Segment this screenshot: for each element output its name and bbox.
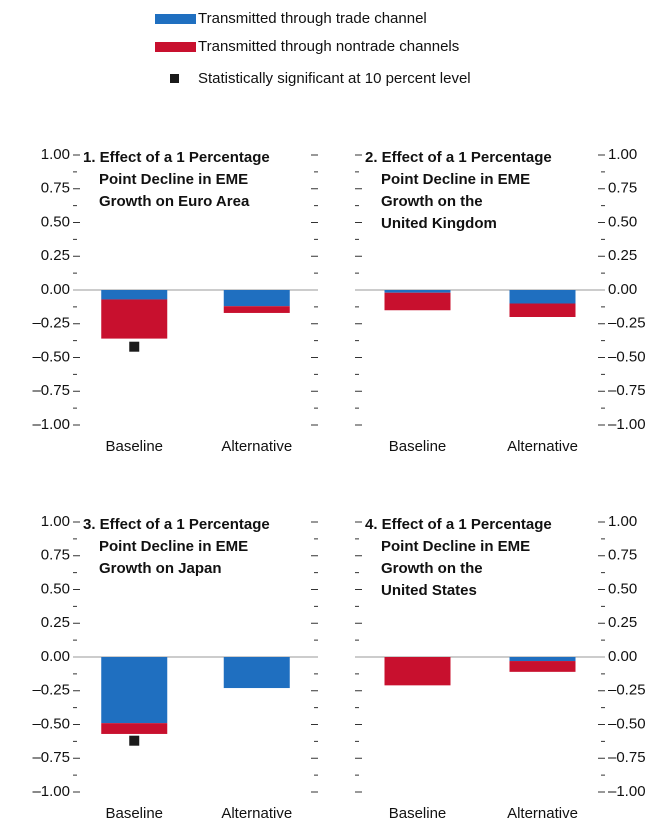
y-tick-label: 0.25 — [41, 247, 70, 264]
panel-title: Growth on Euro Area — [99, 193, 250, 210]
x-tick-label: Alternative — [507, 805, 578, 822]
y-tick-label: 0.00 — [608, 281, 637, 298]
panel-title: 2. Effect of a 1 Percentage — [365, 149, 552, 166]
y-tick-label: 0.75 — [41, 547, 70, 564]
y-tick-label: 1.00 — [608, 146, 637, 163]
panel-title: Growth on the — [381, 193, 483, 210]
panel-title: Growth on the — [381, 560, 483, 577]
y-tick-label: –0.75 — [32, 749, 70, 766]
bar — [384, 657, 451, 686]
bar — [223, 657, 290, 689]
bar — [509, 661, 576, 672]
bar — [384, 290, 451, 293]
y-tick-label: –0.75 — [608, 382, 646, 399]
y-tick-label: –0.75 — [608, 749, 646, 766]
bar — [509, 290, 576, 304]
panel-title: United States — [381, 582, 477, 599]
y-tick-label: –0.25 — [32, 315, 70, 332]
y-tick-label: –0.25 — [608, 315, 646, 332]
y-tick-label: –1.00 — [32, 416, 70, 433]
panel-title: United Kingdom — [381, 215, 497, 232]
y-tick-label: 0.00 — [608, 648, 637, 665]
bar — [384, 292, 451, 311]
y-tick-label: 0.50 — [608, 213, 637, 230]
x-tick-label: Baseline — [389, 805, 447, 822]
y-tick-label: 1.00 — [41, 146, 70, 163]
panel-title: Point Decline in EME — [381, 538, 530, 555]
panel-title: Point Decline in EME — [99, 538, 248, 555]
panel-title: 4. Effect of a 1 Percentage — [365, 516, 552, 533]
y-tick-label: 0.75 — [41, 180, 70, 197]
y-tick-label: –0.25 — [608, 682, 646, 699]
y-tick-label: –0.75 — [32, 382, 70, 399]
y-tick-label: 1.00 — [608, 513, 637, 530]
bar — [509, 657, 576, 662]
y-tick-label: 0.25 — [41, 614, 70, 631]
legend-swatch — [155, 42, 196, 52]
legend-label: Statistically significant at 10 percent … — [198, 70, 471, 87]
y-tick-label: 0.25 — [608, 614, 637, 631]
panel-title: Point Decline in EME — [99, 171, 248, 188]
bar — [223, 306, 290, 313]
legend-swatch — [170, 74, 179, 83]
y-tick-label: 0.75 — [608, 180, 637, 197]
y-tick-label: 0.75 — [608, 547, 637, 564]
x-tick-label: Alternative — [221, 805, 292, 822]
y-tick-label: –1.00 — [608, 416, 646, 433]
y-tick-label: 0.50 — [41, 213, 70, 230]
legend-label: Transmitted through nontrade channels — [198, 38, 459, 55]
y-tick-label: –0.50 — [608, 348, 646, 365]
y-tick-label: –1.00 — [608, 783, 646, 800]
y-tick-label: 0.00 — [41, 281, 70, 298]
y-tick-label: 0.00 — [41, 648, 70, 665]
bar — [101, 657, 168, 724]
bar — [101, 299, 168, 339]
y-tick-label: –1.00 — [32, 783, 70, 800]
bar — [101, 290, 168, 300]
panel-title: 3. Effect of a 1 Percentage — [83, 516, 270, 533]
panel-title: 1. Effect of a 1 Percentage — [83, 149, 270, 166]
x-tick-label: Baseline — [389, 438, 447, 455]
y-tick-label: –0.50 — [32, 715, 70, 732]
legend-label: Transmitted through trade channel — [198, 10, 427, 27]
y-tick-label: 0.50 — [41, 580, 70, 597]
y-tick-label: 1.00 — [41, 513, 70, 530]
panel-title: Point Decline in EME — [381, 171, 530, 188]
x-tick-label: Baseline — [105, 438, 163, 455]
panel-title: Growth on Japan — [99, 560, 222, 577]
bar — [101, 723, 168, 734]
y-tick-label: –0.50 — [32, 348, 70, 365]
y-tick-label: –0.50 — [608, 715, 646, 732]
bar — [223, 290, 290, 307]
legend-swatch — [155, 14, 196, 24]
significance-marker — [129, 341, 140, 352]
y-tick-label: 0.50 — [608, 580, 637, 597]
significance-marker — [129, 735, 140, 746]
y-tick-label: 0.25 — [608, 247, 637, 264]
x-tick-label: Alternative — [221, 438, 292, 455]
x-tick-label: Alternative — [507, 438, 578, 455]
bar — [509, 303, 576, 317]
y-tick-label: –0.25 — [32, 682, 70, 699]
x-tick-label: Baseline — [105, 805, 163, 822]
